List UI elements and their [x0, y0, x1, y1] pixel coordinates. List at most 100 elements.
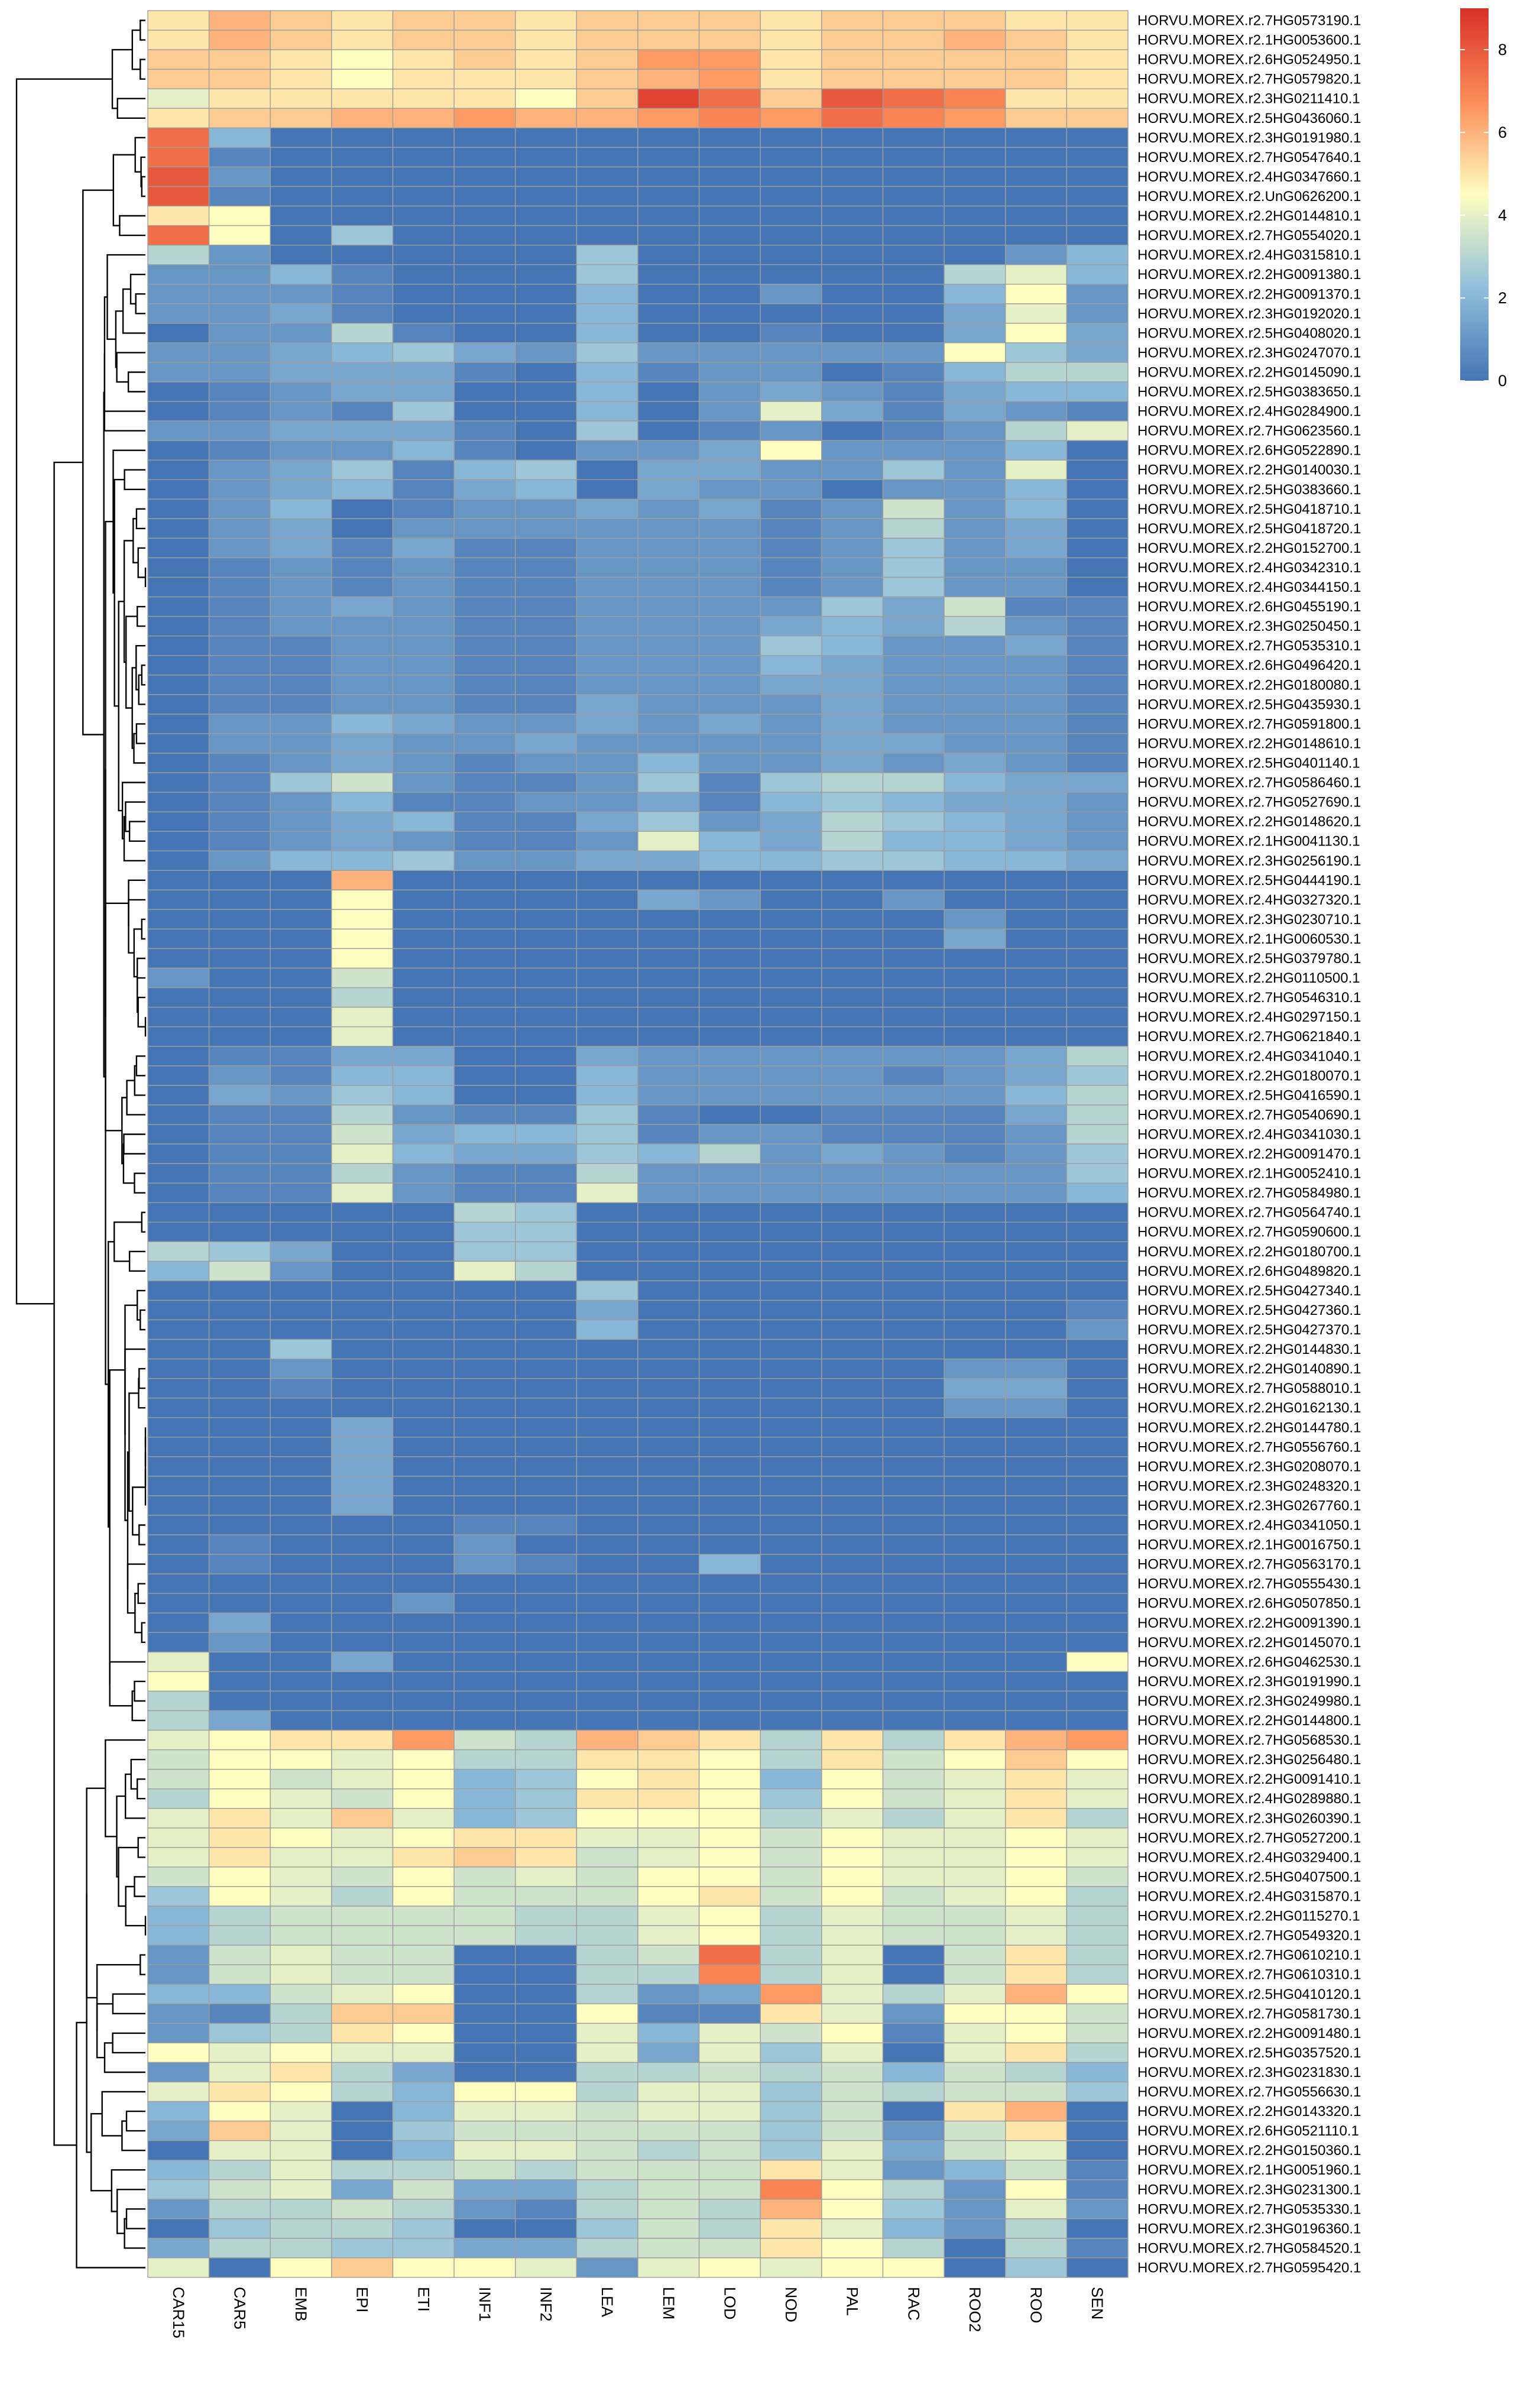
heatmap-cell — [147, 440, 210, 461]
heatmap-cell — [821, 1417, 884, 1438]
heatmap-cell — [637, 498, 700, 520]
heatmap-cell — [698, 1651, 761, 1673]
heatmap-cell — [392, 1768, 455, 1790]
heatmap-cell — [576, 1964, 638, 1985]
heatmap-cell — [944, 2003, 1006, 2024]
row-label: HORVU.MOREX.r2.5HG0427370.1 — [1137, 1322, 1361, 1338]
heatmap-cell — [270, 1182, 332, 1203]
heatmap-cell — [760, 2023, 822, 2044]
heatmap-cell — [637, 1729, 700, 1751]
heatmap-cell — [637, 1495, 700, 1516]
heatmap-cell — [821, 1945, 884, 1965]
heatmap-cell — [944, 479, 1006, 500]
heatmap-cell — [698, 440, 761, 461]
heatmap-cell — [821, 1593, 884, 1613]
heatmap-cell — [270, 1593, 332, 1613]
row-label: HORVU.MOREX.r2.7HG0595420.1 — [1137, 2260, 1361, 2276]
heatmap-cell — [270, 1925, 332, 1946]
heatmap-cell — [453, 1319, 516, 1340]
heatmap-cell — [821, 1632, 884, 1653]
heatmap-cell — [147, 323, 210, 344]
heatmap-cell — [637, 459, 700, 480]
heatmap-cell — [760, 1300, 822, 1321]
row-label: HORVU.MOREX.r2.2HG0140890.1 — [1137, 1361, 1361, 1377]
heatmap-cell — [637, 1886, 700, 1907]
heatmap-cell — [821, 1671, 884, 1692]
heatmap-cell — [698, 284, 761, 304]
heatmap-cell — [453, 2062, 516, 2083]
heatmap-cell — [208, 225, 271, 246]
heatmap-cell — [270, 205, 332, 226]
heatmap-cell — [208, 186, 271, 207]
heatmap-cell — [760, 792, 822, 812]
heatmap-cell — [944, 186, 1006, 207]
heatmap-cell — [1005, 1827, 1068, 1848]
heatmap-cell — [147, 1026, 210, 1047]
heatmap-cell — [392, 2042, 455, 2063]
heatmap-cell — [637, 1573, 700, 1594]
heatmap-cell — [147, 2042, 210, 2063]
heatmap-cell — [637, 1984, 700, 2004]
heatmap-cell — [760, 1104, 822, 1125]
heatmap-cell — [882, 811, 945, 832]
heatmap-cell — [760, 1827, 822, 1848]
heatmap-cell — [331, 1260, 394, 1282]
heatmap-cell — [882, 1358, 945, 1379]
heatmap-cell — [270, 49, 332, 70]
heatmap-cell — [944, 635, 1006, 656]
heatmap-cell — [576, 1925, 638, 1946]
heatmap-cell — [698, 1358, 761, 1379]
heatmap-cell — [147, 753, 210, 773]
heatmap-cell — [698, 1710, 761, 1731]
heatmap-cell — [1066, 1573, 1129, 1594]
heatmap-cell — [392, 1417, 455, 1438]
heatmap-cell — [392, 753, 455, 773]
heatmap-cell — [637, 2179, 700, 2200]
heatmap-cell — [821, 147, 884, 168]
heatmap-cell — [147, 2238, 210, 2258]
heatmap-cell — [882, 1495, 945, 1516]
heatmap-cell — [637, 655, 700, 676]
heatmap-cell — [270, 1378, 332, 1399]
heatmap-cell — [392, 323, 455, 344]
heatmap-cell — [882, 1339, 945, 1360]
heatmap-cell — [392, 1671, 455, 1692]
heatmap-cell — [821, 1964, 884, 1985]
heatmap-cell — [576, 1906, 638, 1926]
heatmap-cell — [453, 1378, 516, 1399]
heatmap-cell — [270, 518, 332, 539]
heatmap-cell — [698, 1964, 761, 1985]
heatmap-cell — [760, 1280, 822, 1301]
heatmap-cell — [944, 1827, 1006, 1848]
column-labels: CAR15 CAR5 EMB EPI ETI INF1 INF2 LEA LEM LOD NOD PA… — [170, 2287, 1106, 2338]
heatmap-cell — [637, 1456, 700, 1477]
heatmap-cell — [637, 2003, 700, 2024]
heatmap-cell — [1005, 1866, 1068, 1887]
heatmap-cell — [392, 2003, 455, 2024]
heatmap-cell — [453, 1163, 516, 1184]
heatmap-cell — [1066, 88, 1129, 109]
heatmap-cell — [208, 1476, 271, 1496]
heatmap-cell — [1005, 1729, 1068, 1751]
heatmap-cell — [821, 303, 884, 324]
heatmap-cell — [944, 2257, 1006, 2278]
heatmap-cell — [882, 1124, 945, 1145]
heatmap-cell — [147, 2199, 210, 2219]
heatmap-cell — [1066, 1847, 1129, 1868]
heatmap-cell — [821, 831, 884, 851]
heatmap-cell — [392, 1280, 455, 1301]
heatmap-cell — [944, 948, 1006, 969]
heatmap-cell — [147, 2179, 210, 2200]
heatmap-cell — [392, 1866, 455, 1887]
heatmap-cell — [1066, 323, 1129, 344]
heatmap-cell — [1005, 1026, 1068, 1047]
heatmap-cell — [208, 498, 271, 520]
heatmap-cell — [760, 967, 822, 989]
heatmap-cell — [882, 69, 945, 89]
heatmap-cell — [698, 1417, 761, 1438]
row-labels: HORVU.MOREX.r2.7HG0573190.1HORVU.MOREX.r… — [1137, 13, 1361, 2276]
heatmap-cell — [1066, 714, 1129, 734]
heatmap-cell — [331, 1456, 394, 1477]
heatmap-cell — [208, 518, 271, 539]
row-label: HORVU.MOREX.r2.7HG0581730.1 — [1137, 2006, 1361, 2022]
